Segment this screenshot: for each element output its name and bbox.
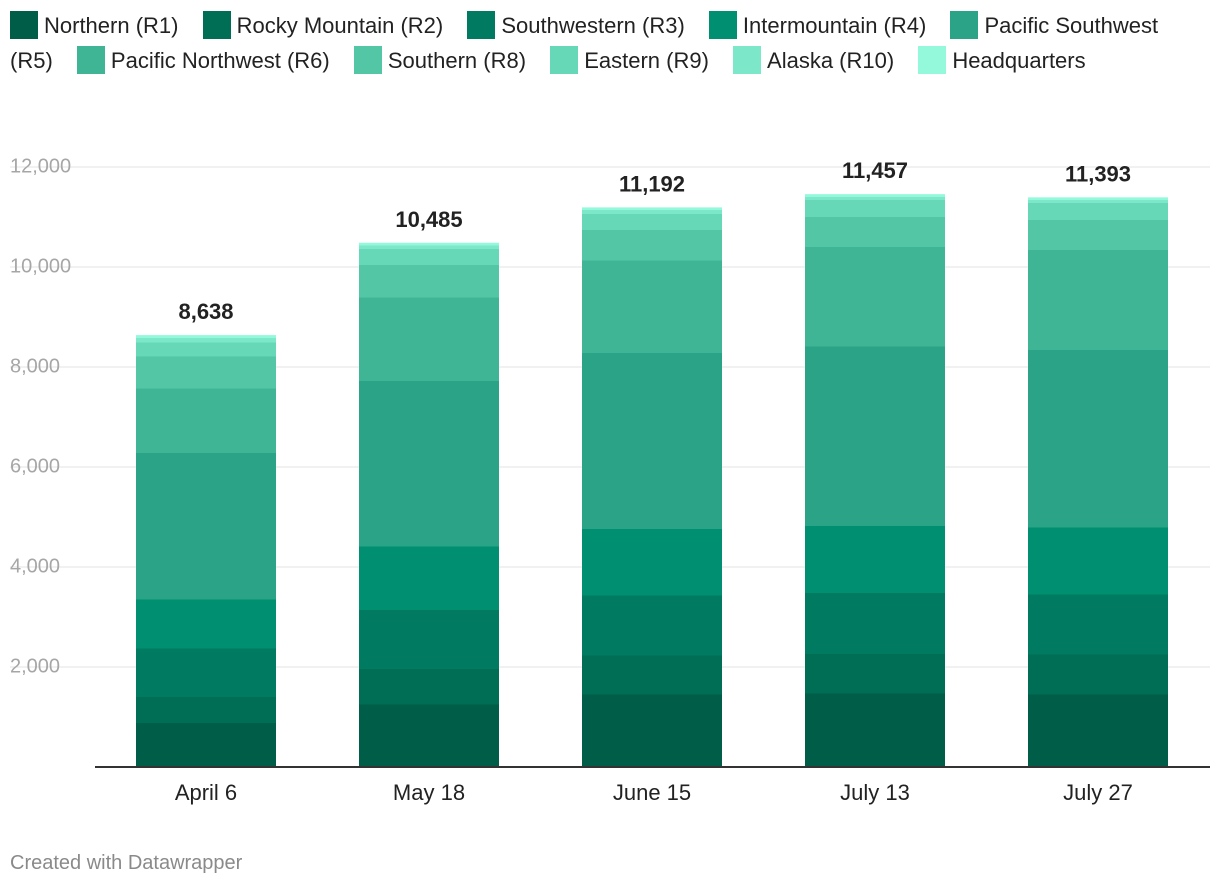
legend-label: Southern (R8) xyxy=(387,48,527,73)
bar-segment xyxy=(805,654,945,694)
bar-segment xyxy=(1028,203,1168,220)
legend-item: Eastern (R9) xyxy=(550,46,709,74)
bar-segment xyxy=(805,194,945,197)
bar-segment xyxy=(805,593,945,654)
x-tick-label: July 13 xyxy=(840,780,910,805)
bar-segment xyxy=(1028,197,1168,200)
legend-label: Southwestern (R3) xyxy=(501,13,685,38)
legend-item: Alaska (R10) xyxy=(733,46,895,74)
bar-segment xyxy=(359,381,499,547)
legend-item: Southern (R8) xyxy=(353,46,527,74)
legend-swatch xyxy=(733,46,762,74)
bar-segment xyxy=(359,610,499,669)
bar-segment xyxy=(1028,350,1168,528)
bar-segment xyxy=(805,217,945,247)
legend-item: Northern (R1) xyxy=(10,11,179,39)
bar-segment xyxy=(136,453,276,600)
bar-segment xyxy=(582,529,722,596)
legend-label: Northern (R1) xyxy=(44,13,179,38)
legend-item: Southwestern (R3) xyxy=(467,11,685,39)
bar-total-label: 11,457 xyxy=(842,158,908,183)
y-tick-label: 8,000 xyxy=(10,355,60,377)
bar-segment xyxy=(359,669,499,705)
legend-item: Pacific Southwest (R5) xyxy=(10,11,1159,73)
bar-total-label: 10,485 xyxy=(395,207,462,232)
bar-total-label: 8,638 xyxy=(178,299,233,324)
bar-segment xyxy=(359,546,499,610)
bar-segment xyxy=(1028,694,1168,767)
bar-segment xyxy=(1028,250,1168,350)
bar-segment xyxy=(582,353,722,529)
bar-segment xyxy=(359,245,499,249)
bar-total-label: 11,393 xyxy=(1065,161,1131,186)
bar-segment xyxy=(359,265,499,298)
bar-segment xyxy=(1028,527,1168,595)
legend-label: Pacific Southwest (R5) xyxy=(10,13,1159,73)
x-tick-label: May 18 xyxy=(393,780,465,805)
x-tick-label: June 15 xyxy=(613,780,691,805)
bar-segment xyxy=(136,599,276,649)
legend-item: Headquarters xyxy=(918,46,1086,74)
bar-segment xyxy=(136,338,276,343)
bar-segment xyxy=(359,242,499,246)
x-tick-label: July 27 xyxy=(1063,780,1133,805)
bar-segment xyxy=(136,388,276,453)
bar-segment xyxy=(136,335,276,338)
legend-label: Alaska (R10) xyxy=(767,48,895,73)
bar-total-label: 11,192 xyxy=(619,171,685,196)
legend-swatch xyxy=(202,11,231,39)
legend-swatch xyxy=(950,11,979,39)
bar-segment xyxy=(136,648,276,697)
bar-segment xyxy=(359,704,499,767)
legend-item: Rocky Mountain (R2) xyxy=(202,11,444,39)
legend-label: Eastern (R9) xyxy=(584,48,709,73)
legend-swatch xyxy=(550,46,579,74)
legend-swatch xyxy=(353,46,382,74)
legend-swatch xyxy=(76,46,105,74)
bar-segment xyxy=(805,197,945,200)
legend-label: Intermountain (R4) xyxy=(742,13,927,38)
x-tick-label: April 6 xyxy=(175,780,237,805)
bar-segment xyxy=(359,297,499,381)
bar-segment xyxy=(1028,220,1168,250)
bar-segment xyxy=(1028,594,1168,655)
bar-segment xyxy=(582,207,722,210)
footer-credit: Created with Datawrapper xyxy=(10,852,243,874)
chart-legend: Northern (R1) Rocky Mountain (R2) Southw… xyxy=(10,8,1210,78)
y-tick-label: 2,000 xyxy=(10,655,60,677)
bar-segment xyxy=(805,526,945,593)
y-tick-label: 12,000 xyxy=(10,155,71,177)
bar-segment xyxy=(805,693,945,767)
y-tick-label: 4,000 xyxy=(10,555,60,577)
bar-segment xyxy=(805,200,945,217)
bar-segment xyxy=(136,342,276,357)
legend-swatch xyxy=(467,11,496,39)
bar-segment xyxy=(582,214,722,230)
bar-segment xyxy=(136,356,276,389)
bar-segment xyxy=(582,655,722,695)
legend-item: Pacific Northwest (R6) xyxy=(76,46,330,74)
y-tick-label: 6,000 xyxy=(10,455,60,477)
legend-swatch xyxy=(10,11,38,39)
bar-segment xyxy=(582,210,722,214)
bar-segment xyxy=(136,723,276,767)
bar-segment xyxy=(359,249,499,265)
bar-segment xyxy=(582,230,722,261)
legend-label: Pacific Northwest (R6) xyxy=(110,48,330,73)
bar-segment xyxy=(805,346,945,526)
y-tick-label: 10,000 xyxy=(10,255,71,277)
bar-segment xyxy=(1028,200,1168,203)
legend-swatch xyxy=(708,11,737,39)
legend-item: Intermountain (R4) xyxy=(708,11,927,39)
bar-segment xyxy=(582,694,722,767)
legend-label: Headquarters xyxy=(952,48,1086,73)
bar-segment xyxy=(582,260,722,353)
legend-swatch xyxy=(918,46,947,74)
legend-label: Rocky Mountain (R2) xyxy=(236,13,444,38)
bar-segment xyxy=(582,595,722,656)
bar-segment xyxy=(1028,654,1168,695)
bar-segment xyxy=(136,697,276,723)
bar-segment xyxy=(805,247,945,347)
